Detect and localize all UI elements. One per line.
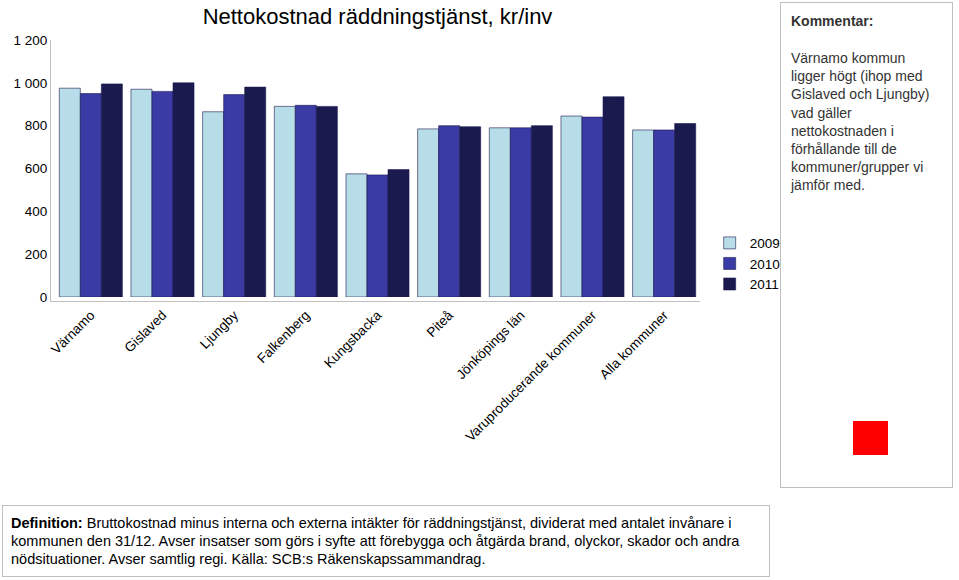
- svg-text:600: 600: [25, 161, 48, 176]
- html-text:Definition: Bruttokostnad minu: Definition: Bruttokostnad minus interna …: [11, 515, 740, 568]
- svg-text:400: 400: [25, 204, 48, 219]
- svg-text:0: 0: [40, 290, 48, 305]
- svg-text:Nettokostnad räddningstjänst,: Nettokostnad räddningstjänst, kr/inv: [203, 4, 553, 29]
- svg-text:800: 800: [25, 118, 48, 133]
- svg-text:Värnamo: Värnamo: [48, 308, 97, 357]
- html-text:Kommentar:: Kommentar:: [791, 13, 874, 29]
- svg-text:Jönköpings län: Jönköpings län: [453, 308, 527, 382]
- svg-text:200: 200: [25, 247, 48, 262]
- svg-text:2010: 2010: [750, 257, 780, 272]
- svg-text:2011: 2011: [750, 277, 779, 292]
- svg-text:Piteå: Piteå: [424, 307, 457, 340]
- html-text:Värnamo kommun ligger högt (ih: Värnamo kommun ligger högt (ihop med Gis…: [791, 50, 930, 194]
- svg-text:Varuproducerande kommuner: Varuproducerande kommuner: [463, 307, 600, 444]
- svg-text:Alla kommuner: Alla kommuner: [597, 307, 672, 382]
- svg-text:1 000: 1 000: [14, 76, 48, 91]
- svg-text:Ljungby: Ljungby: [197, 308, 241, 352]
- svg-text:Kungsbacka: Kungsbacka: [321, 307, 384, 370]
- svg-text:2009: 2009: [750, 236, 780, 251]
- svg-text:Falkenberg: Falkenberg: [254, 308, 312, 366]
- svg-text:Gislaved: Gislaved: [122, 308, 170, 356]
- svg-text:1 200: 1 200: [14, 33, 48, 48]
